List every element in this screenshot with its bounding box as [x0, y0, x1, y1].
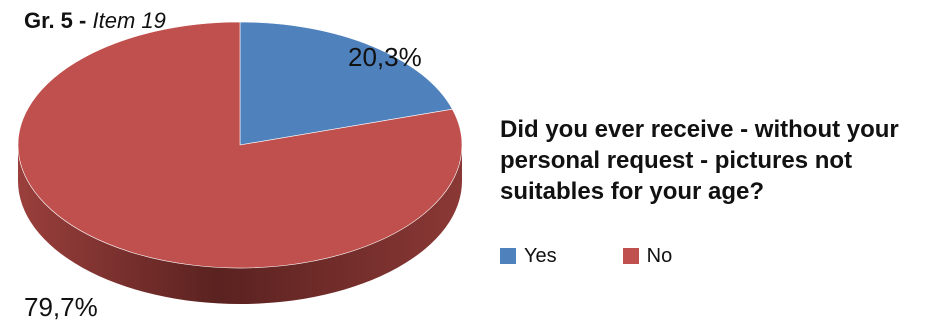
chart-title: Did you ever receive - without your pers…	[500, 116, 899, 205]
figure-number: Gr. 5	[24, 8, 73, 33]
figure-separator: -	[72, 8, 93, 33]
legend-label-yes: Yes	[524, 244, 557, 267]
legend-item-no: No	[622, 244, 673, 268]
legend-label-no: No	[646, 244, 673, 267]
legend: Yes No	[500, 242, 738, 270]
legend-swatch-yes	[500, 248, 516, 264]
pie-slice-side-no	[18, 145, 462, 304]
legend-swatch-no	[622, 248, 639, 264]
pie-slice-no	[17, 21, 463, 269]
figure-item: Item 19	[92, 8, 166, 33]
data-label-yes: 20,3%	[348, 42, 422, 72]
pie-slice-yes	[239, 21, 453, 146]
figure-label: Gr. 5 - Item 19	[24, 8, 166, 34]
data-label-no: 79,7%	[24, 292, 98, 322]
legend-item-yes: Yes	[500, 245, 557, 268]
